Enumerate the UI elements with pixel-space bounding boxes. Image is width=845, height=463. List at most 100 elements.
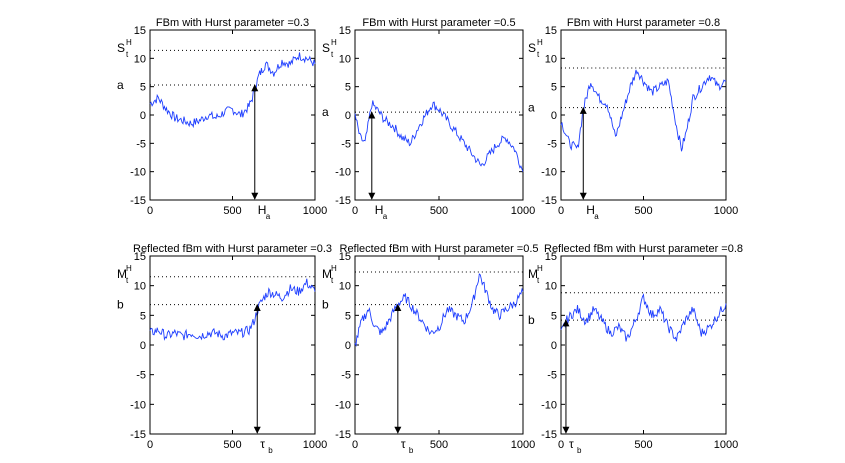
y-tick-label: 0 — [140, 110, 146, 122]
y-axis-label: S — [322, 41, 330, 55]
chart-panel-1: -15 -10 -5 0 5 10 15 0 500 1000 FBm with Hurst par… — [117, 17, 327, 221]
y-axis-label-sup: H — [331, 264, 337, 273]
y-tick-label: 0 — [345, 340, 351, 352]
chart-panel-3: -15 -10 -5 0 5 10 15 0 500 1000 FBm with Hurst par… — [528, 17, 738, 221]
arrow-label-sub: b — [409, 446, 414, 455]
x-tick-label: 1000 — [303, 439, 327, 451]
axes-frame — [354, 255, 524, 435]
arrow-label-sub: a — [266, 212, 271, 221]
series-line — [149, 278, 316, 341]
y-tick-label: -15 — [335, 429, 351, 441]
arrow-label: H — [586, 203, 595, 217]
y-tick-label: 5 — [551, 82, 557, 94]
chart-title: FBm with Hurst parameter =0.3 — [156, 17, 309, 29]
y-axis-label: M — [322, 267, 332, 281]
y-tick-label: -5 — [341, 138, 351, 150]
y-tick-label: -10 — [335, 167, 351, 179]
y-axis-label-sub: t — [331, 50, 334, 59]
y-tick-label: 10 — [134, 53, 146, 65]
level-label: b — [322, 298, 329, 312]
x-tick-label: 500 — [634, 205, 652, 217]
series-line — [560, 69, 726, 152]
arrow-label: H — [375, 203, 384, 217]
y-axis-label-sup: H — [537, 264, 543, 273]
x-tick-label: 500 — [223, 205, 241, 217]
y-tick-label: 5 — [140, 310, 146, 322]
chart-panel-5: -15 -10 -5 0 5 10 15 0 500 1000 Reflected fBm with… — [322, 243, 539, 455]
y-axis-label-sub: t — [126, 50, 129, 59]
y-axis-label-sub: t — [126, 276, 129, 285]
y-tick-label: -10 — [130, 167, 146, 179]
y-tick-label: -15 — [335, 195, 351, 207]
y-tick-label: -15 — [130, 195, 146, 207]
y-tick-label: 15 — [545, 251, 557, 263]
level-label: a — [528, 101, 535, 115]
y-axis-label: M — [528, 267, 538, 281]
y-axis-label-sup: H — [537, 38, 543, 47]
y-axis-label-sup: H — [126, 38, 132, 47]
y-tick-label: -15 — [130, 429, 146, 441]
x-tick-label: 500 — [223, 439, 241, 451]
axes-frame — [149, 255, 316, 435]
chart-title: FBm with Hurst parameter =0.5 — [362, 17, 515, 29]
y-axis-label-sub: t — [331, 276, 334, 285]
y-axis-label-sup: H — [331, 38, 337, 47]
y-tick-label: 5 — [345, 310, 351, 322]
axes-frame — [560, 255, 727, 435]
series-line — [149, 52, 316, 129]
x-tick-label: 0 — [147, 439, 153, 451]
chart-title: Reflected fBm with Hurst parameter =0.5 — [340, 243, 539, 255]
y-tick-label: 10 — [339, 281, 351, 293]
y-axis-label-sub: t — [537, 276, 540, 285]
axes-frame — [354, 29, 524, 201]
axes-frame — [560, 29, 727, 201]
y-tick-label: -5 — [547, 370, 557, 382]
y-tick-label: 15 — [339, 251, 351, 263]
x-tick-label: 500 — [634, 439, 652, 451]
x-tick-label: 0 — [147, 205, 153, 217]
y-tick-label: 0 — [345, 110, 351, 122]
series-line — [560, 293, 727, 342]
level-label: b — [528, 313, 535, 327]
chart-title: FBm with Hurst parameter =0.8 — [567, 17, 720, 29]
y-tick-label: 10 — [545, 53, 557, 65]
y-tick-label: -5 — [136, 138, 146, 150]
chart-panel-6: -15 -10 -5 0 5 10 15 0 500 1000 Reflected fBm with… — [528, 243, 743, 455]
y-tick-label: -10 — [541, 167, 557, 179]
x-tick-label: 0 — [558, 439, 564, 451]
series-line — [354, 273, 524, 348]
y-tick-label: 10 — [545, 281, 557, 293]
arrow-label-sub: a — [594, 212, 599, 221]
y-tick-label: 15 — [545, 25, 557, 37]
y-tick-label: -10 — [335, 399, 351, 411]
y-tick-label: 5 — [551, 310, 557, 322]
y-tick-label: 15 — [339, 25, 351, 37]
x-tick-label: 0 — [558, 205, 564, 217]
x-tick-label: 1000 — [511, 439, 535, 451]
x-tick-label: 500 — [430, 205, 448, 217]
arrow-label: τ — [401, 437, 406, 451]
arrow-label: τ — [260, 437, 265, 451]
series-line — [354, 100, 524, 172]
y-tick-label: -10 — [130, 399, 146, 411]
arrow-label: τ — [569, 437, 574, 451]
y-tick-label: 0 — [551, 110, 557, 122]
y-tick-label: 15 — [134, 251, 146, 263]
y-tick-label: 0 — [551, 340, 557, 352]
y-tick-label: 15 — [134, 25, 146, 37]
chart-title: Reflected fBm with Hurst parameter =0.8 — [544, 243, 743, 255]
y-axis-label: S — [117, 41, 125, 55]
y-axis-label: M — [117, 267, 127, 281]
arrow-label-sub: b — [268, 446, 273, 455]
y-axis-label-sub: t — [537, 50, 540, 59]
x-tick-label: 1000 — [303, 205, 327, 217]
x-tick-label: 1000 — [714, 439, 738, 451]
y-tick-label: -15 — [541, 195, 557, 207]
y-tick-label: 0 — [140, 340, 146, 352]
y-tick-label: -5 — [136, 370, 146, 382]
y-tick-label: -5 — [341, 370, 351, 382]
y-tick-label: 5 — [345, 82, 351, 94]
x-tick-label: 0 — [352, 205, 358, 217]
x-tick-label: 500 — [430, 439, 448, 451]
